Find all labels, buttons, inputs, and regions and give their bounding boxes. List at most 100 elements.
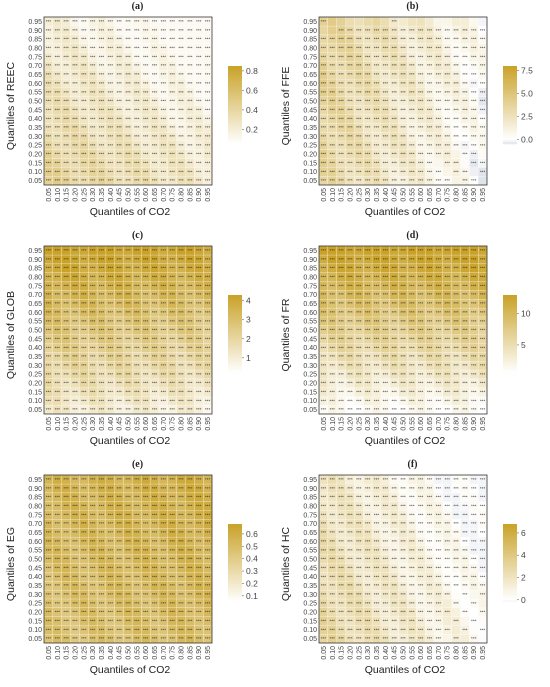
- significance-mark: ***: [63, 557, 69, 562]
- significance-mark: ***: [90, 310, 96, 315]
- significance-mark: ***: [108, 292, 114, 297]
- y-tick-label: 0.80: [28, 45, 42, 52]
- significance-mark: ***: [409, 486, 415, 491]
- significance-mark: ***: [383, 336, 389, 341]
- legend-swatch: [503, 97, 517, 100]
- significance-mark: ***: [365, 46, 371, 51]
- significance-mark: ***: [205, 266, 211, 271]
- significance-mark: ***: [143, 565, 149, 570]
- significance-mark: ***: [55, 283, 61, 288]
- significance-mark: ***: [365, 521, 371, 526]
- significance-mark: ***: [205, 143, 211, 148]
- significance-mark: ***: [81, 557, 87, 562]
- significance-mark: ***: [143, 319, 149, 324]
- x-tick-label: 0.35: [374, 188, 381, 202]
- legend-swatch: [228, 359, 242, 362]
- significance-mark: ***: [178, 28, 184, 33]
- legend-swatch: [228, 308, 242, 311]
- significance-mark: ***: [99, 583, 105, 588]
- significance-mark: ***: [152, 336, 158, 341]
- significance-mark: ***: [480, 292, 486, 297]
- significance-mark: ***: [436, 81, 442, 86]
- significance-mark: ***: [418, 90, 424, 95]
- significance-mark: ***: [81, 54, 87, 59]
- significance-mark: ***: [338, 627, 344, 632]
- significance-mark: ***: [374, 107, 380, 112]
- significance-mark: ***: [330, 521, 336, 526]
- x-tick-label: 0.90: [196, 188, 203, 202]
- significance-mark: ***: [445, 72, 451, 77]
- significance-mark: ***: [63, 486, 69, 491]
- y-tick-label: 0.35: [28, 583, 42, 590]
- significance-mark: ***: [471, 125, 477, 130]
- significance-mark: ***: [125, 37, 131, 42]
- significance-mark: ***: [90, 495, 96, 500]
- significance-mark: ***: [90, 28, 96, 33]
- significance-mark: ***: [418, 248, 424, 253]
- significance-mark: ***: [445, 178, 451, 183]
- significance-mark: ***: [178, 389, 184, 394]
- legend-swatch: [503, 99, 517, 102]
- significance-mark: ***: [471, 354, 477, 359]
- significance-mark: ***: [116, 134, 122, 139]
- x-tick-label: 0.35: [99, 188, 106, 202]
- legend-tick-label: 2: [246, 334, 251, 344]
- significance-mark: ***: [134, 143, 140, 148]
- significance-mark: ***: [383, 152, 389, 157]
- significance-mark: ***: [427, 46, 433, 51]
- significance-mark: ***: [445, 90, 451, 95]
- significance-mark: ***: [453, 28, 459, 33]
- significance-mark: ***: [196, 583, 202, 588]
- significance-mark: ***: [152, 19, 158, 24]
- x-tick-label: 0.70: [161, 417, 168, 431]
- significance-mark: ***: [63, 521, 69, 526]
- legend-swatch: [503, 351, 517, 354]
- y-tick-label: 0.65: [303, 72, 317, 79]
- x-tick-label: 0.65: [152, 417, 159, 431]
- significance-mark: ***: [205, 627, 211, 632]
- significance-mark: ***: [338, 601, 344, 606]
- significance-mark: ***: [453, 319, 459, 324]
- legend-swatch: [503, 533, 517, 536]
- significance-mark: ***: [400, 336, 406, 341]
- significance-mark: ***: [321, 592, 327, 597]
- y-tick-label: 0.50: [303, 557, 317, 564]
- significance-mark: ***: [108, 610, 114, 615]
- significance-mark: ***: [462, 354, 468, 359]
- significance-mark: ***: [187, 618, 193, 623]
- significance-mark: ***: [72, 275, 78, 280]
- significance-mark: ***: [55, 81, 61, 86]
- significance-mark: ***: [330, 46, 336, 51]
- significance-mark: ***: [330, 407, 336, 412]
- significance-mark: ***: [205, 345, 211, 350]
- legend-swatch: [228, 77, 242, 80]
- significance-mark: ***: [383, 389, 389, 394]
- significance-mark: ***: [161, 160, 167, 165]
- significance-mark: ***: [330, 372, 336, 377]
- legend-swatch: [503, 541, 517, 544]
- significance-mark: ***: [196, 319, 202, 324]
- significance-mark: ***: [436, 398, 442, 403]
- significance-mark: ***: [453, 557, 459, 562]
- significance-mark: ***: [72, 107, 78, 112]
- legend-swatch: [228, 570, 242, 574]
- significance-mark: ***: [81, 81, 87, 86]
- significance-mark: ***: [178, 381, 184, 386]
- legend-swatch: [228, 312, 242, 315]
- significance-mark: ***: [161, 319, 167, 324]
- significance-mark: ***: [178, 248, 184, 253]
- significance-mark: ***: [46, 81, 52, 86]
- significance-mark: ***: [55, 257, 61, 262]
- significance-mark: ***: [418, 548, 424, 553]
- legend-tick-label: 0.4: [246, 105, 258, 115]
- significance-mark: ***: [445, 116, 451, 121]
- x-tick-label: 0.20: [72, 188, 79, 202]
- significance-mark: ***: [170, 310, 176, 315]
- significance-mark: ***: [383, 54, 389, 59]
- heatmap-cell: [460, 16, 470, 27]
- significance-mark: ***: [72, 257, 78, 262]
- significance-mark: ***: [125, 257, 131, 262]
- significance-mark: ***: [391, 583, 397, 588]
- significance-mark: ***: [445, 152, 451, 157]
- y-tick-label: 0.70: [303, 63, 317, 70]
